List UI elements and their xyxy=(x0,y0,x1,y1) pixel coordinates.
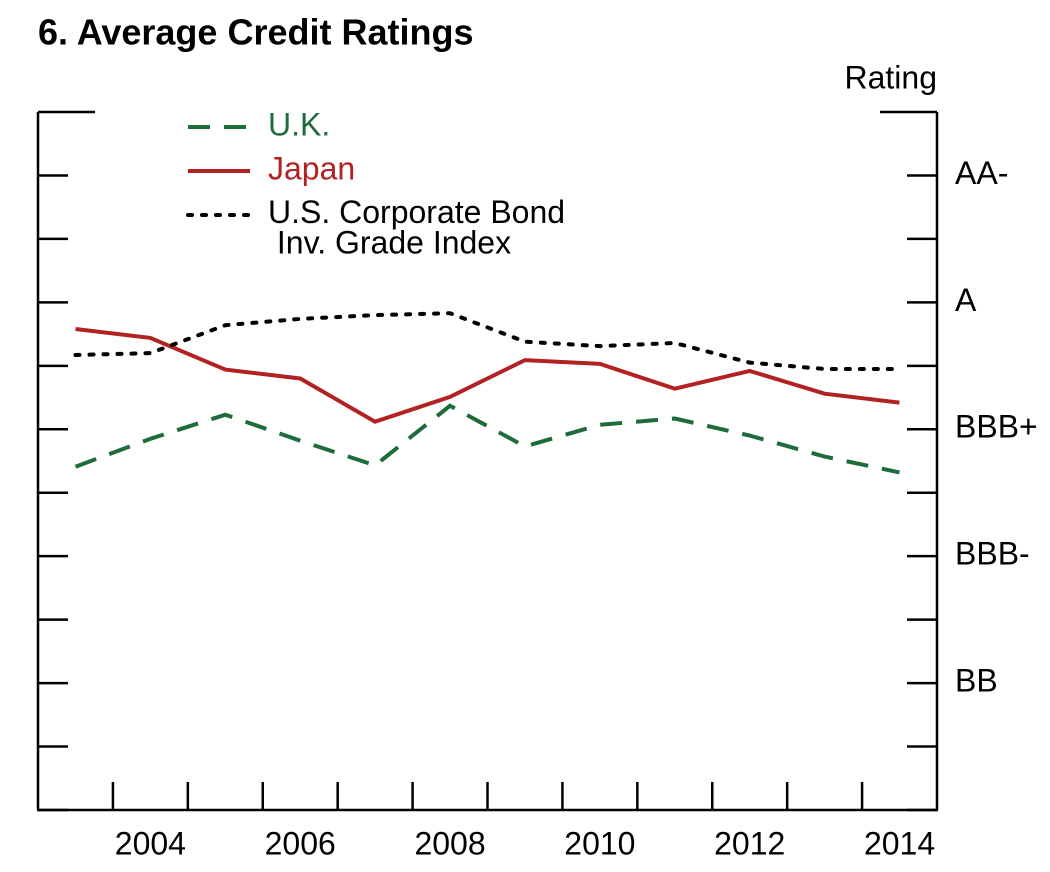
x-tick-label: 2008 xyxy=(414,825,485,861)
x-tick-label: 2004 xyxy=(115,825,186,861)
y-tick-label: BBB- xyxy=(955,536,1030,572)
y-tick-label: BB xyxy=(955,663,998,699)
y-tick-label: AA- xyxy=(955,155,1008,191)
series-line xyxy=(74,403,900,475)
y-tick-label: BBB+ xyxy=(955,409,1038,445)
x-tick-label: 2014 xyxy=(864,825,935,861)
x-tick-label: 2010 xyxy=(564,825,635,861)
legend-label: U.S. Corporate Bond Inv. Grade Index xyxy=(268,194,565,260)
chart-title: 6. Average Credit Ratings xyxy=(38,12,473,53)
y-axis-label: Rating xyxy=(845,59,938,95)
series-line xyxy=(75,327,900,424)
x-tick-label: 2006 xyxy=(265,825,336,861)
legend-label: Japan xyxy=(268,150,355,186)
legend-label: U.K. xyxy=(268,106,330,142)
series-line xyxy=(73,311,902,371)
x-tick-label: 2012 xyxy=(714,825,785,861)
y-tick-label: A xyxy=(955,282,977,318)
